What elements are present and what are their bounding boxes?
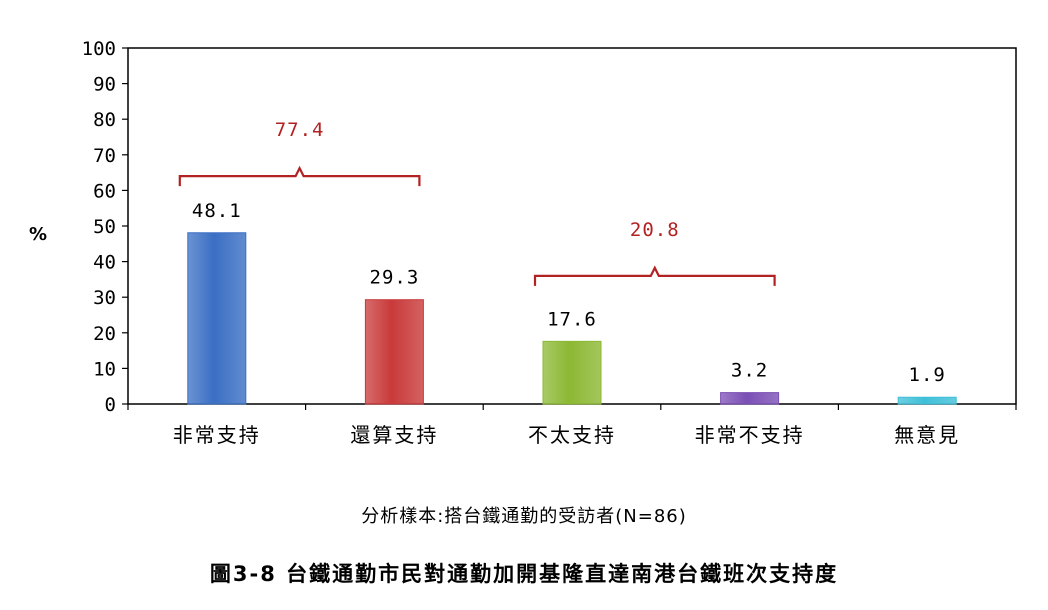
y-tick-label: 10: [93, 358, 116, 380]
sample-note: 分析樣本:搭台鐵通勤的受訪者(N=86): [361, 506, 687, 527]
data-label: 3.2: [731, 360, 768, 382]
group-total-label: 77.4: [275, 119, 325, 141]
y-axis-label: %: [29, 224, 47, 245]
y-tick-label: 20: [93, 323, 116, 345]
category-label: 非常支持: [173, 423, 261, 447]
y-tick-label: 0: [105, 394, 116, 416]
y-tick-label: 100: [82, 38, 116, 60]
y-tick-label: 90: [93, 74, 116, 96]
bar-chart: % 0 10 20 30 40 50 60 70 80 90 100 48.1 非常支持 29.3 還算支…: [29, 38, 1017, 447]
y-tick-label: 60: [93, 180, 116, 202]
category-label: 還算支持: [350, 423, 438, 447]
group-bracket: [533, 265, 776, 286]
y-tick-label: 50: [93, 216, 116, 238]
y-tick-label: 70: [93, 145, 116, 167]
y-tick-label: 80: [93, 109, 116, 131]
bar-2: [364, 299, 424, 405]
category-label: 無意見: [894, 423, 960, 447]
data-label: 29.3: [370, 267, 420, 289]
figure-caption: 圖3-8 台鐵通勤市民對通勤加開基隆直達南港台鐵班次支持度: [209, 562, 839, 586]
group-bracket: [178, 165, 421, 187]
data-label: 17.6: [547, 308, 597, 330]
data-label: 48.1: [192, 200, 242, 222]
bar-5: [897, 396, 957, 405]
category-label: 非常不支持: [695, 423, 805, 447]
group-total-label: 20.8: [630, 219, 680, 241]
y-tick-label: 40: [93, 252, 116, 274]
bar-4: [720, 392, 780, 405]
category-label: 不太支持: [528, 423, 616, 447]
bar-3: [542, 340, 602, 405]
bar-1: [187, 232, 247, 405]
data-label: 1.9: [909, 364, 946, 386]
y-tick-label: 30: [93, 287, 116, 309]
